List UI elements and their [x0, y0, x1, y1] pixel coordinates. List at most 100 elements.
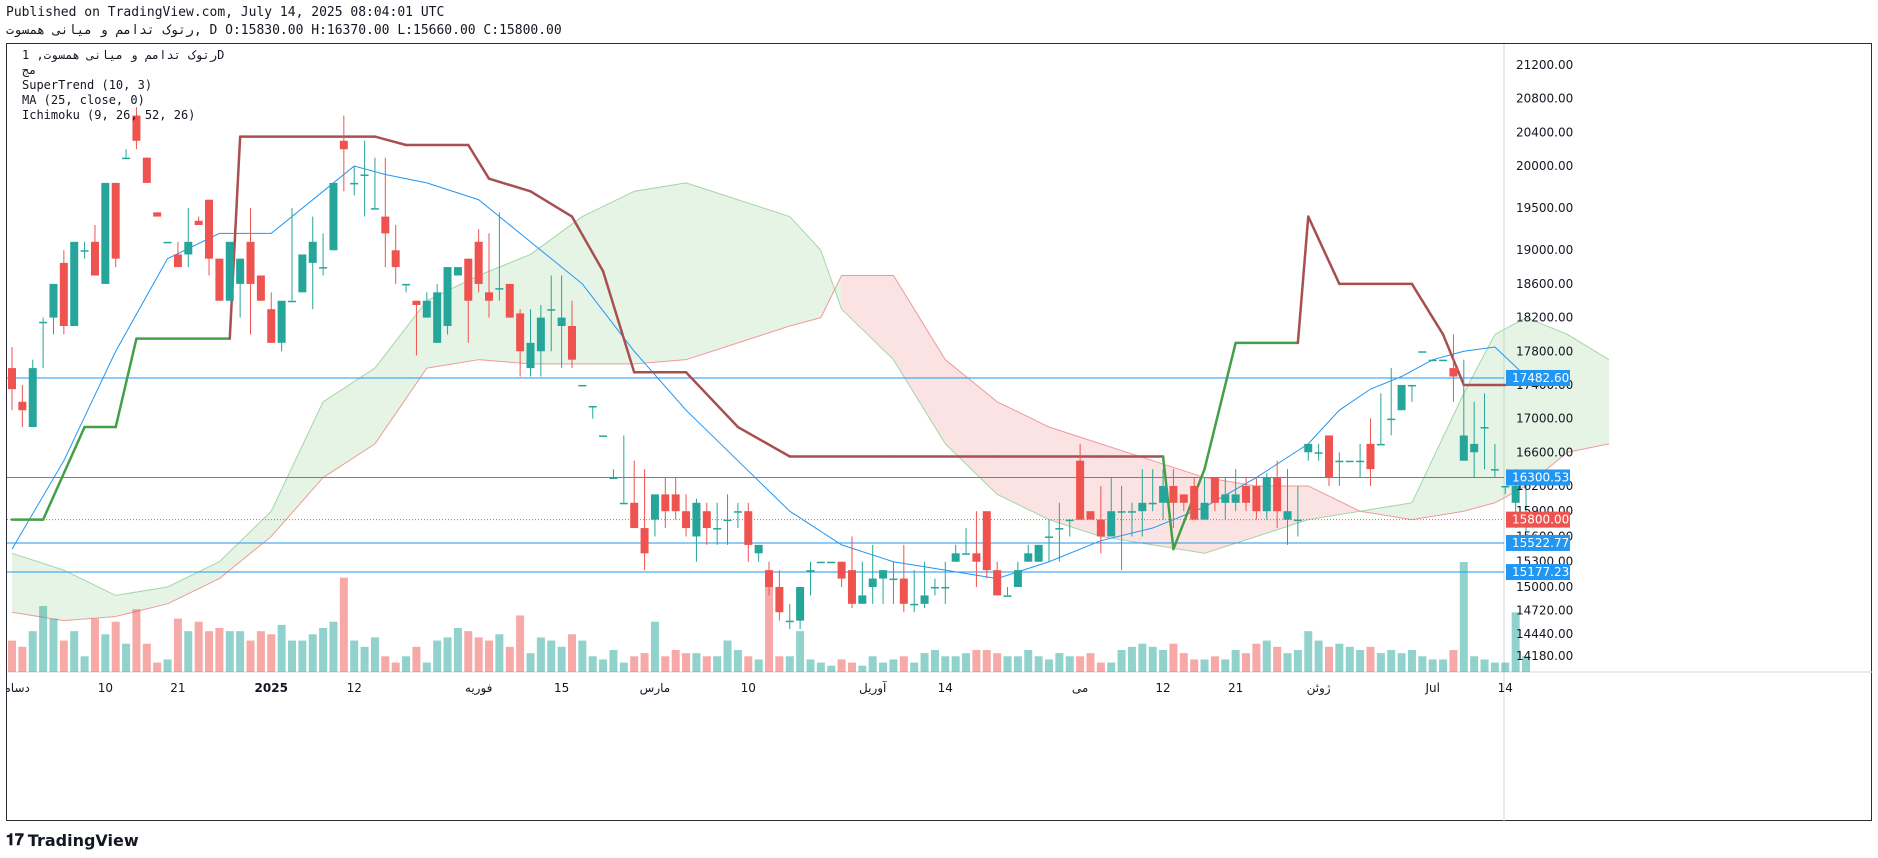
legend-supertrend[interactable]: SuperTrend (10, 3) [22, 78, 153, 92]
price-tick-label: 20400.00 [1516, 125, 1573, 139]
volume-bar [536, 637, 545, 672]
ichimoku-cloud-segment [1567, 334, 1609, 453]
ichimoku-span-b [167, 578, 220, 605]
candle-body [1252, 485, 1261, 512]
candle-body [1096, 519, 1105, 537]
chart-frame[interactable]: 14180.00 14440.00 14720.00 15000.00 15300.00… [6, 43, 1873, 822]
candle-body [526, 342, 535, 369]
ichimoku-span-b [1494, 485, 1527, 504]
price-tick-label: 17800.00 [1516, 344, 1573, 358]
ichimoku-span-a [1152, 544, 1205, 554]
price-tick-label: 19500.00 [1516, 201, 1573, 215]
volume-bar [816, 662, 825, 672]
volume-bar [1459, 562, 1468, 672]
time-tick-label: 10 [741, 681, 756, 695]
candle-body [49, 283, 58, 318]
candle-body [1439, 359, 1448, 362]
time-tick-label: 2025 [255, 681, 288, 695]
candle-body [796, 586, 805, 621]
volume-bar [101, 634, 110, 672]
ichimoku-cloud-segment [686, 182, 738, 360]
candle-body [350, 182, 359, 185]
volume-bar [1127, 646, 1136, 672]
supertrend-segment [373, 135, 408, 147]
volume-bar [1159, 650, 1168, 672]
time-tick-label: ژوئن [1307, 681, 1331, 696]
ichimoku-cloud-segment [997, 401, 1049, 520]
ichimoku-span-b [1463, 502, 1496, 512]
ichimoku-span-b [1567, 443, 1610, 453]
time-tick-label: می [1072, 681, 1088, 695]
volume-bar [982, 650, 991, 672]
legend-ma[interactable]: MA (25, close, 0) [22, 93, 145, 107]
candle-body [889, 578, 898, 581]
volume-bar [18, 646, 27, 672]
candle-body [59, 262, 68, 327]
volume-bar [526, 653, 535, 672]
ichimoku-span-b [115, 603, 168, 617]
candle-body [205, 199, 214, 259]
ichimoku-span-b [789, 317, 821, 327]
candle-body [775, 586, 784, 613]
volume-bar [1304, 631, 1313, 672]
volume-bar [1439, 659, 1448, 672]
ichimoku-span-b [634, 359, 687, 365]
volume-bar [578, 640, 587, 672]
volume-bar [1283, 653, 1292, 672]
ichimoku-span-b [63, 615, 116, 622]
volume-bar [1376, 653, 1385, 672]
ichimoku-span-b [996, 401, 1050, 428]
volume-bar [765, 584, 774, 672]
price-chart[interactable]: 14180.0014440.0014720.0015000.0015300.00… [7, 44, 1873, 822]
ichimoku-span-a [322, 367, 376, 403]
candle-body [1127, 511, 1136, 513]
volume-bar [930, 650, 939, 672]
volume-bar [1055, 653, 1064, 672]
legend-ichimoku[interactable]: Ichimoku (9, 26, 52, 26) [22, 108, 196, 122]
volume-bar [1522, 656, 1531, 672]
candle-body [1086, 511, 1095, 520]
candle-body [951, 553, 960, 562]
ichimoku-span-a [115, 586, 168, 596]
candle-body [267, 309, 276, 343]
volume-bar [1366, 646, 1375, 672]
ichimoku-span-b [1308, 485, 1361, 512]
volume-bar [1418, 656, 1427, 672]
ichimoku-cloud-segment [820, 250, 842, 318]
ichimoku-span-a [634, 182, 687, 192]
ichimoku-cloud-segment [1308, 485, 1361, 520]
volume-bar [402, 656, 411, 672]
price-tick-label: 17000.00 [1516, 412, 1573, 426]
candle-body [453, 267, 462, 276]
volume-bar [796, 631, 805, 672]
candle-body [319, 267, 328, 269]
volume-bar [70, 631, 79, 672]
supertrend-segment [228, 135, 242, 340]
volume-bar [723, 640, 732, 672]
ichimoku-span-a [1100, 535, 1153, 546]
ichimoku-cloud-segment [789, 216, 821, 327]
tradingview-footer: 𝟏𝟕 TradingView [6, 830, 139, 850]
candle-body [90, 241, 99, 276]
ichimoku-span-a [1048, 519, 1102, 537]
volume-bar [702, 656, 711, 672]
volume-bar [122, 643, 131, 672]
candle-body [215, 258, 224, 301]
ichimoku-span-a [1204, 535, 1257, 554]
volume-bar [847, 662, 856, 672]
candle-body [1314, 452, 1323, 454]
candle-body [972, 553, 981, 562]
candle-body [1293, 519, 1302, 522]
candle-body [1117, 511, 1126, 513]
volume-bar [8, 640, 16, 672]
supertrend-segment [1203, 341, 1237, 471]
volume-bar [661, 656, 670, 672]
volume-bar [1387, 650, 1396, 672]
ichimoku-cloud-segment [374, 300, 427, 444]
candle-body [163, 241, 172, 244]
volume-bar [215, 628, 224, 672]
ichimoku-span-b [426, 359, 479, 369]
volume-bar [1242, 653, 1251, 672]
candle-body [1138, 502, 1147, 512]
candle-body [1428, 359, 1437, 362]
